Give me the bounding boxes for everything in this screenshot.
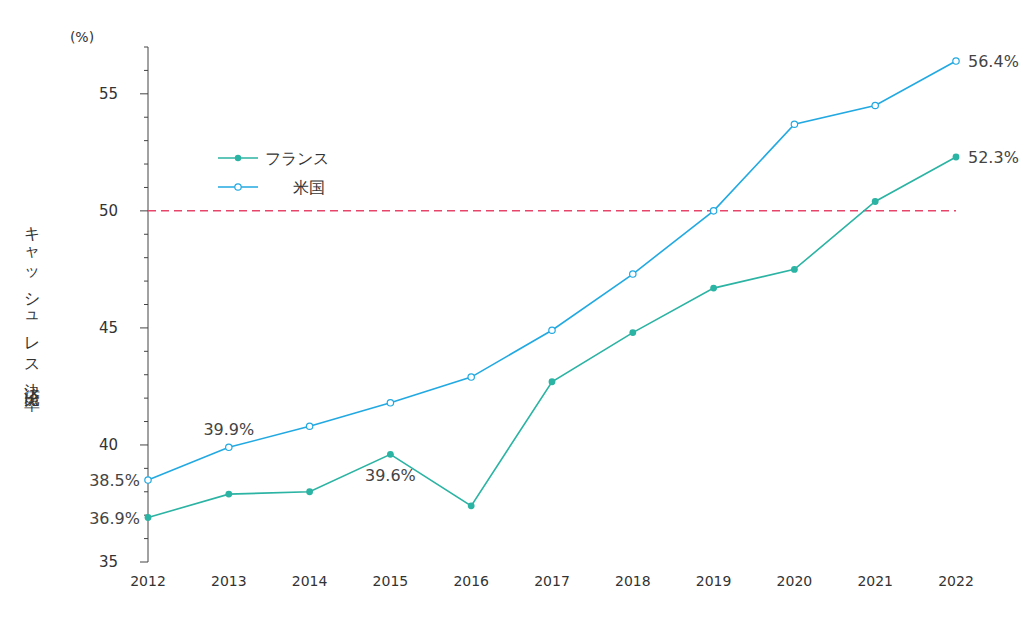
- series-line: [148, 157, 956, 518]
- series-marker: [225, 491, 232, 498]
- data-label: 38.5%: [89, 471, 140, 490]
- x-tick-label: 2021: [857, 573, 893, 589]
- series-marker: [306, 423, 312, 429]
- y-tick: [140, 93, 148, 94]
- y-minor-tick: [144, 304, 148, 305]
- series-line: [148, 61, 956, 480]
- data-label: 52.3%: [968, 148, 1019, 167]
- y-minor-tick: [144, 257, 148, 258]
- series-marker: [226, 444, 232, 450]
- data-label: 39.6%: [365, 466, 416, 485]
- x-tick-label: 2012: [130, 573, 166, 589]
- series-marker: [549, 378, 556, 385]
- y-axis-label: キャッシュレス決済比率: [23, 215, 42, 412]
- y-tick: [140, 444, 148, 445]
- plot-area: [145, 58, 960, 521]
- y-minor-tick: [144, 538, 148, 539]
- series-marker: [710, 208, 716, 214]
- series-marker: [306, 488, 313, 495]
- y-minor-tick: [144, 351, 148, 352]
- data-label: 36.9%: [89, 509, 140, 528]
- legend-marker: [235, 184, 241, 190]
- data-labels: 36.9% 39.6% 52.3% 38.5% 39.9% 56.4%: [89, 52, 1019, 527]
- chart: 35 40 45 50 55 (%) キャッシュレス決済比率 2012 2013 2014 2015…: [0, 0, 1024, 618]
- series-marker: [468, 502, 475, 509]
- series-marker: [710, 285, 717, 292]
- x-tick-label: 2013: [211, 573, 247, 589]
- legend: フランス米国: [218, 149, 329, 197]
- y-tick: [140, 210, 148, 211]
- y-minor-tick: [144, 281, 148, 282]
- x-tick-label: 2016: [453, 573, 489, 589]
- y-minor-tick: [144, 70, 148, 71]
- series-marker: [872, 198, 879, 205]
- series-marker: [387, 451, 394, 458]
- y-minor-tick: [144, 164, 148, 165]
- x-tick-label: 2018: [615, 573, 651, 589]
- y-tick-label: 45: [99, 319, 118, 337]
- y-tick-label: 55: [99, 85, 118, 103]
- legend-label: フランス: [265, 149, 329, 168]
- y-minor-tick: [144, 140, 148, 141]
- y-minor-tick: [144, 491, 148, 492]
- series-marker: [468, 374, 474, 380]
- y-minor-tick: [144, 47, 148, 48]
- series-marker: [872, 102, 878, 108]
- x-tick-label: 2015: [373, 573, 409, 589]
- data-label: 56.4%: [968, 52, 1019, 71]
- series-marker: [953, 154, 960, 161]
- y-minor-tick: [144, 374, 148, 375]
- y-minor-tick: [144, 117, 148, 118]
- legend-marker: [235, 155, 241, 161]
- y-tick: [140, 327, 148, 328]
- x-tick-label: 2014: [292, 573, 328, 589]
- series-marker: [145, 477, 151, 483]
- x-tick-label: 2019: [696, 573, 732, 589]
- series-marker: [387, 400, 393, 406]
- y-minor-tick: [144, 421, 148, 422]
- series-marker: [791, 266, 798, 273]
- series-marker: [549, 327, 555, 333]
- y-minor-tick: [144, 187, 148, 188]
- data-label: 39.9%: [203, 420, 254, 439]
- series-marker: [145, 514, 152, 521]
- y-tick: [140, 562, 148, 563]
- legend-label: 米国: [293, 178, 325, 197]
- y-minor-tick: [144, 398, 148, 399]
- x-tick-label: 2020: [777, 573, 813, 589]
- reference-line: [148, 210, 956, 212]
- y-minor-tick: [144, 234, 148, 235]
- series-marker: [630, 271, 636, 277]
- y-tick-label: 50: [99, 202, 118, 220]
- y-tick-label: 35: [99, 553, 118, 571]
- y-unit-label: (%): [70, 29, 94, 45]
- y-tick-label: 40: [99, 436, 118, 454]
- series-marker: [953, 58, 959, 64]
- x-tick-label: 2022: [938, 573, 974, 589]
- series-marker: [629, 329, 636, 336]
- series-marker: [791, 121, 797, 127]
- x-tick-label: 2017: [534, 573, 570, 589]
- y-minor-tick: [144, 468, 148, 469]
